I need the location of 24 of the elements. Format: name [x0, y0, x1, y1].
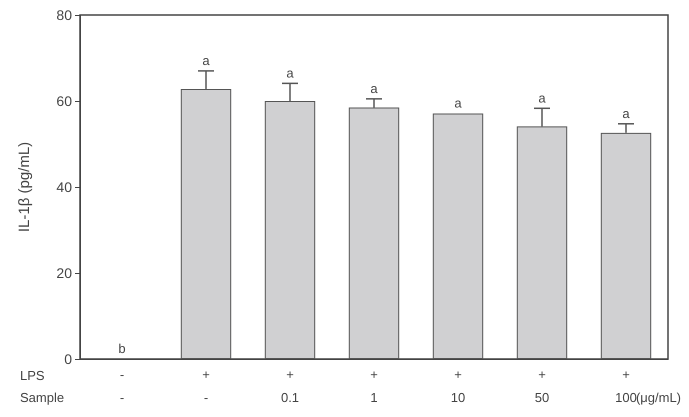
y-tick-label: 0	[64, 351, 72, 367]
y-tick-label: 60	[56, 93, 72, 109]
text: LPS	[20, 368, 45, 383]
data-label: b	[118, 341, 126, 356]
x-tick-label: + -	[202, 367, 210, 405]
x-tick-label: + 1	[370, 367, 378, 405]
bar	[432, 113, 484, 359]
x-tick-label: + 50	[534, 367, 550, 405]
y-axis-title: IL-1β (pg/mL)	[16, 142, 33, 232]
y-tick-label: 40	[56, 179, 72, 195]
y-tick-label: 80	[56, 7, 72, 23]
data-label: a	[286, 65, 294, 80]
x-tick-label: + 10	[450, 367, 466, 405]
data-label: a	[538, 90, 546, 106]
data-label: a	[454, 95, 462, 110]
data-label: a	[370, 80, 378, 96]
x-tick-label: - -	[120, 367, 124, 405]
data-label: a	[622, 106, 630, 121]
x-tick-label: + 0.1	[280, 367, 300, 405]
text: (μg/mL)	[636, 390, 682, 405]
text: Sample	[20, 390, 64, 405]
x-tick-label: + 100	[615, 367, 637, 405]
data-label: a	[202, 52, 210, 68]
y-tick-label: 20	[56, 265, 72, 281]
